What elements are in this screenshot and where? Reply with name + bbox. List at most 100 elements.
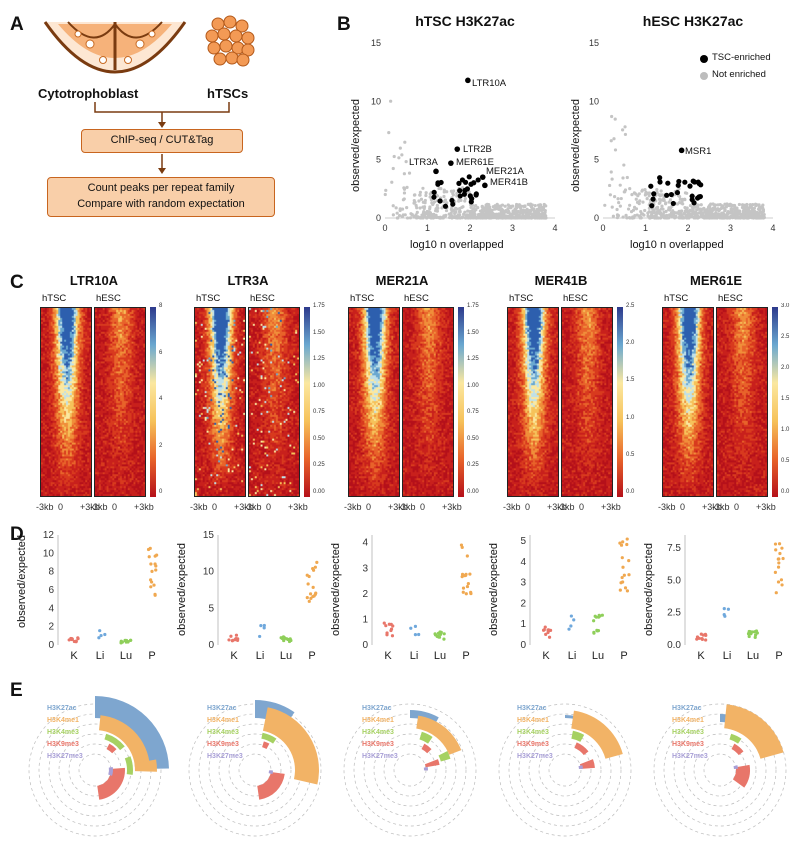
scatter-point-not-enriched — [419, 197, 424, 201]
scatter-point-not-enriched — [466, 209, 470, 213]
strip-ytick: 10 — [43, 548, 55, 559]
radial-mark-label: H3K4me1 — [672, 717, 704, 724]
scatter-point-not-enriched — [655, 205, 660, 209]
heatmap-xtick: -3kb — [712, 502, 730, 512]
scatter-point-enriched — [690, 178, 696, 184]
radial-arc — [419, 731, 433, 744]
heatmap-colorbar — [304, 307, 310, 497]
strip-xtick: Li — [568, 650, 577, 662]
scatter-point-not-enriched — [455, 191, 459, 196]
colorbar-tick: 1.5 — [781, 396, 790, 402]
colorbar-tick: 0.0 — [626, 489, 635, 495]
scatter-point-not-enriched — [625, 175, 629, 180]
scatter-point-enriched — [431, 194, 437, 200]
colorbar-tick: 1.25 — [467, 356, 479, 363]
colorbar-tick: 6 — [159, 349, 163, 356]
scatter-point-enriched — [695, 179, 701, 185]
strip-point — [433, 632, 437, 636]
scatter-point-not-enriched — [450, 209, 454, 213]
colorbar-tick: 0.50 — [467, 435, 479, 442]
scatter-point-not-enriched — [646, 214, 650, 218]
radial-grid-ring — [353, 713, 467, 827]
strip-point — [776, 557, 780, 561]
radial-arc — [261, 732, 277, 744]
scatter-point-not-enriched — [437, 215, 441, 220]
strip-point — [722, 607, 726, 611]
strip-point — [70, 637, 74, 642]
scatter-point-enriched — [664, 192, 670, 198]
heatmap-xtick: +3kb — [134, 502, 154, 512]
heatmap-xtick: 0 — [680, 502, 686, 512]
heatmap-hesc — [248, 307, 300, 497]
scatter-point-not-enriched — [650, 211, 654, 215]
radial-mark-label: H3K9me3 — [362, 741, 394, 748]
strip-ylabel: observed/expected — [16, 535, 28, 628]
radial-arc — [134, 759, 157, 772]
strip-point — [468, 572, 472, 576]
scatter-point-enriched — [431, 189, 437, 195]
scatter-point-not-enriched — [488, 207, 492, 212]
scatter-point-not-enriched — [391, 213, 395, 217]
strip-point — [234, 633, 239, 637]
scatter-point-enriched — [665, 180, 671, 186]
scatter-point-not-enriched — [630, 193, 634, 197]
scatter-point-not-enriched — [488, 216, 492, 220]
scatter-point-not-enriched — [678, 197, 682, 201]
scatter-point-enriched — [433, 168, 439, 175]
scatter-point-not-enriched — [634, 207, 639, 211]
heatmap-title: MER41B — [534, 273, 588, 288]
heatmap-xtick: 0 — [420, 502, 426, 512]
strip-point — [313, 565, 317, 569]
scatter-ylabel-left: observed/expected — [350, 99, 362, 192]
strip-point — [315, 560, 319, 564]
scatter-point-not-enriched — [403, 140, 407, 144]
radial-grid-ring — [238, 753, 272, 787]
colorbar-tick: 0.5 — [781, 458, 790, 464]
strip-point — [390, 634, 395, 638]
scatter-point-not-enriched — [498, 204, 503, 208]
radial-arc — [108, 766, 113, 776]
scatter-point-not-enriched — [405, 216, 410, 220]
strip-point — [548, 628, 553, 632]
scatter-point-not-enriched — [702, 207, 706, 211]
strip-point — [753, 630, 757, 634]
scatter-point-not-enriched — [479, 213, 483, 218]
strip-point — [464, 592, 468, 596]
scatter-point-enriched — [687, 183, 693, 189]
strip-point — [567, 627, 571, 631]
radial-mark-label: H3K4me3 — [47, 729, 79, 736]
label-msr1: MSR1 — [685, 146, 712, 157]
strip-point — [622, 573, 626, 577]
scatter-point-not-enriched — [414, 203, 418, 208]
scatter-point-not-enriched — [690, 206, 695, 210]
scatter-point-not-enriched — [623, 132, 628, 137]
radial-grid-ring — [703, 753, 737, 787]
scatter-point-not-enriched — [428, 205, 432, 209]
heatmap-colorbar — [458, 307, 464, 497]
radial-mark-label: H3K4me3 — [517, 729, 549, 736]
scatter-point-enriched — [461, 191, 467, 197]
strip-point — [774, 548, 778, 552]
scatter-point-not-enriched — [433, 215, 438, 219]
strip-point — [282, 636, 286, 640]
scatter-point-not-enriched — [538, 203, 542, 207]
scatter-point-not-enriched — [699, 203, 703, 207]
radial-mark-label: H3K4me3 — [207, 729, 239, 736]
scatter-point-not-enriched — [461, 215, 465, 219]
panel-letter-b: B — [337, 14, 351, 35]
radial-arc — [729, 733, 742, 744]
radial-mark-label: H3K27me3 — [362, 753, 398, 760]
radial-arc — [124, 756, 133, 775]
scatter-point-not-enriched — [495, 216, 499, 220]
scatter-point-not-enriched — [444, 208, 449, 213]
strip-ytick: 3 — [362, 563, 368, 574]
strip-point — [569, 614, 573, 618]
scatter-point-not-enriched — [711, 202, 715, 206]
strip-point — [311, 585, 315, 589]
strip-xtick: Li — [723, 650, 732, 662]
scatter-point-not-enriched — [747, 212, 752, 216]
scatter-point-enriched — [457, 193, 463, 199]
scatter-point-not-enriched — [421, 200, 425, 204]
scatter-point-not-enriched — [463, 196, 467, 201]
legend-not-dot — [700, 72, 708, 80]
